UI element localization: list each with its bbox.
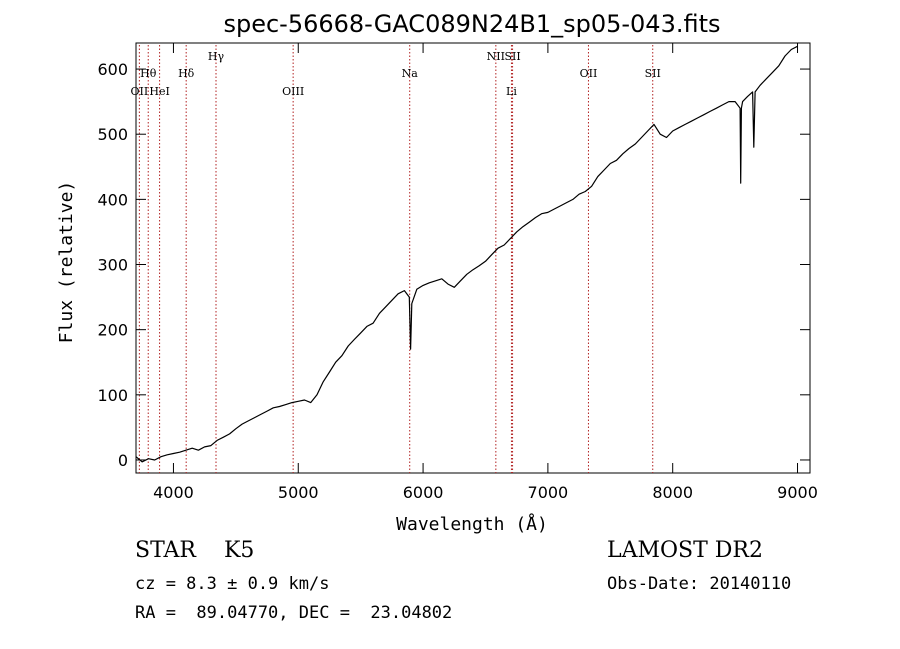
y-tick-label: 600	[97, 60, 128, 79]
x-tick-label: 8000	[652, 483, 693, 502]
spectral-line-label: OII	[580, 67, 598, 80]
x-axis-label: Wavelength (Å)	[396, 513, 548, 535]
spectrum-line-layer	[135, 45, 798, 463]
plot-frame	[135, 42, 811, 474]
x-tick-label: 5000	[278, 483, 319, 502]
y-tick-label: 300	[97, 256, 128, 275]
y-tick-label: 400	[97, 190, 128, 209]
spectral-line-label: Hγ	[208, 50, 225, 63]
spectral-line-label: NII	[487, 50, 505, 63]
spectral-line-label: OII	[131, 85, 149, 98]
spectral-line-label: Hδ	[178, 67, 195, 80]
y-tick-label: 100	[97, 386, 128, 405]
x-tick-label: 9000	[777, 483, 818, 502]
spectral-line-label: Hθ	[140, 67, 157, 80]
spectral-line-label: SII	[504, 50, 520, 63]
spectral-line-label: Li	[506, 85, 517, 98]
chart-title: spec-56668-GAC089N24B1_sp05-043.fits	[223, 10, 720, 38]
x-tick-label: 6000	[403, 483, 444, 502]
spectral-line-label: Na	[402, 67, 419, 80]
y-tick-label: 0	[118, 451, 128, 470]
redshift-velocity-label: cz = 8.3 ± 0.9 km/s	[135, 574, 330, 594]
observation-date-label: Obs-Date: 20140110	[607, 574, 792, 594]
x-tick-label: 4000	[153, 483, 194, 502]
spectral-line-label: SII	[645, 67, 661, 80]
object-class-label: STAR K5	[135, 538, 255, 563]
survey-label: LAMOST DR2	[607, 538, 763, 563]
spectral-line-label: HeI	[149, 85, 169, 98]
spectrum-line	[135, 45, 798, 463]
y-tick-label: 200	[97, 321, 128, 340]
x-tick-label: 7000	[528, 483, 569, 502]
y-axis-label: Flux (relative)	[56, 181, 77, 344]
y-tick-label: 500	[97, 125, 128, 144]
spectral-line-label: OIII	[282, 85, 304, 98]
coordinates-label: RA = 89.04770, DEC = 23.04802	[135, 603, 453, 623]
axes: 4000 5000 6000 7000 8000 9000 0 100 200 300 400 500…	[97, 43, 818, 502]
